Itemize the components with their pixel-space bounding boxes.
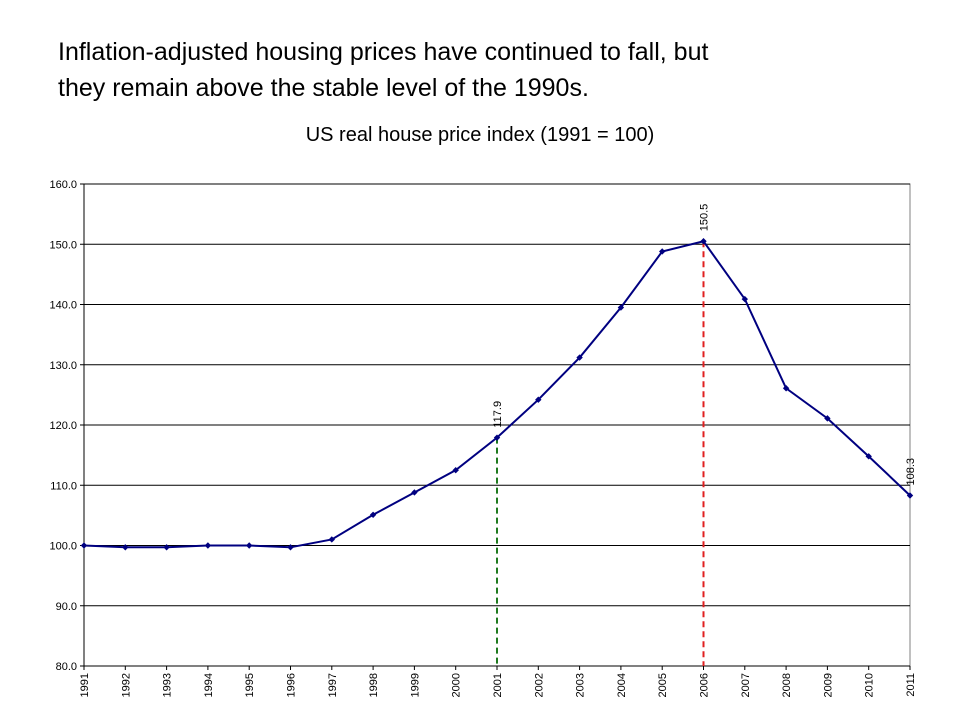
data-point-2004 xyxy=(617,304,625,311)
x-tick-label: 1995 xyxy=(244,673,256,697)
data-point-1993 xyxy=(163,544,170,551)
x-tick-label: 1998 xyxy=(368,673,380,697)
x-tick-label: 2007 xyxy=(740,673,752,697)
data-label-2011: 108.3 xyxy=(905,458,917,486)
data-point-1994 xyxy=(204,542,212,549)
data-point-2002 xyxy=(535,396,542,403)
x-tick-label: 2002 xyxy=(533,673,545,697)
axis-layer: 80.0 90.0 100.0 110.0 120.0 130.0 140.0 150.0 16… xyxy=(49,179,917,697)
data-point-2000 xyxy=(452,466,459,474)
data-point-2009 xyxy=(824,415,831,422)
data-point-2008 xyxy=(782,385,790,392)
headline-line-1: Inflation-adjusted housing prices have c… xyxy=(58,38,709,66)
data-label-2006: 150.5 xyxy=(699,204,711,232)
data-point-1997 xyxy=(328,536,335,543)
data-point-2006 xyxy=(700,238,707,245)
chart-title: US real house price index (1991 = 100) xyxy=(306,124,655,146)
y-tick-label: 150.0 xyxy=(49,239,77,251)
y-tick-label: 160.0 xyxy=(49,179,77,191)
y-tick-label: 110.0 xyxy=(50,480,77,492)
y-tick-label: 90.0 xyxy=(56,601,77,613)
data-point-2005 xyxy=(659,248,666,255)
x-tick-label: 2008 xyxy=(781,673,793,697)
data-point-1999 xyxy=(411,489,418,496)
data-label-2001: 117.9 xyxy=(492,401,504,428)
x-tick-label: 2001 xyxy=(492,673,504,697)
x-tick-label: 2003 xyxy=(575,673,587,697)
y-tick-label: 140.0 xyxy=(49,300,77,312)
data-point-1998 xyxy=(369,511,377,518)
data-point-1996 xyxy=(287,544,294,551)
x-tick-label: 2006 xyxy=(699,673,711,697)
data-point-2010 xyxy=(865,453,872,460)
x-tick-label: 2004 xyxy=(616,673,628,697)
x-tick-label: 2010 xyxy=(864,673,876,697)
y-tick-label: 130.0 xyxy=(49,360,77,372)
headline: Inflation-adjusted housing prices have c… xyxy=(58,34,938,106)
x-tick-label: 1997 xyxy=(327,673,339,697)
x-tick-label: 1999 xyxy=(409,673,421,697)
x-tick-label: 2011 xyxy=(905,673,917,697)
x-tick-label: 2000 xyxy=(451,673,463,697)
y-tick-label: 120.0 xyxy=(49,420,77,432)
x-tick-label: 2005 xyxy=(657,673,669,697)
x-tick-label: 1996 xyxy=(286,673,298,697)
data-point-2003 xyxy=(576,354,583,361)
y-tick-label: 100.0 xyxy=(49,541,77,553)
x-tick-label: 2009 xyxy=(822,673,834,697)
data-point-1995 xyxy=(246,542,253,549)
y-tick-label: 80.0 xyxy=(56,661,77,673)
data-point-1991 xyxy=(80,542,88,549)
x-tick-label: 1991 xyxy=(79,673,91,697)
reference-lines xyxy=(496,241,705,666)
headline-line-2: they remain above the stable level of th… xyxy=(58,74,589,102)
x-tick-label: 1992 xyxy=(120,673,132,697)
data-point-1992 xyxy=(122,544,129,551)
x-tick-label: 1993 xyxy=(162,673,174,697)
data-labels: 117.9 150.5 108.3 xyxy=(492,204,917,486)
data-point-2001 xyxy=(493,434,501,441)
x-tick-label: 1994 xyxy=(203,673,215,697)
data-point-2007 xyxy=(741,295,748,303)
series-layer xyxy=(80,238,914,551)
data-point-2011 xyxy=(906,492,914,499)
